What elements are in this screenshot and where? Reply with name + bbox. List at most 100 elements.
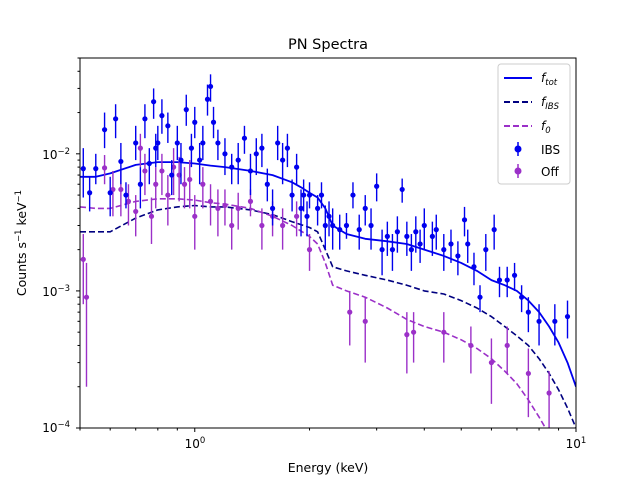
off-point xyxy=(133,208,139,215)
ibs-point xyxy=(477,294,483,300)
ibs-point xyxy=(93,166,99,172)
ibs-point xyxy=(200,140,206,146)
ibs-point xyxy=(483,247,489,253)
off-point xyxy=(259,222,265,229)
svg-text:Counts s−1 keV−1: Counts s−1 keV−1 xyxy=(14,190,29,296)
ibs-point xyxy=(174,140,180,146)
ibs-point xyxy=(301,192,307,198)
legend-entry-tot: ftot xyxy=(504,71,558,88)
off-point xyxy=(80,256,86,262)
y-axis-ticks xyxy=(76,57,80,429)
ibs-point xyxy=(404,233,410,239)
ibs-point xyxy=(210,119,217,125)
off-point xyxy=(83,294,90,300)
y-tick-label-1e-3: 10−3 xyxy=(42,284,70,299)
off-point xyxy=(488,359,495,366)
off-error-bars xyxy=(80,133,552,428)
ibs-point xyxy=(264,181,270,187)
ibs-point xyxy=(188,145,195,151)
ibs-point xyxy=(399,186,405,193)
ibs-point xyxy=(315,205,321,211)
ibs-point xyxy=(259,145,265,151)
ibs-point xyxy=(564,313,571,320)
ibs-point xyxy=(429,233,435,239)
ibs-point xyxy=(123,192,129,198)
ibs-point xyxy=(280,157,286,163)
y-tick-label-1e-2: 10−2 xyxy=(42,147,70,162)
ibs-point xyxy=(294,164,300,170)
ibs-point xyxy=(552,318,558,324)
off-point xyxy=(101,165,108,171)
ibs-point xyxy=(374,183,380,189)
ibs-point xyxy=(433,227,439,233)
off-point xyxy=(525,370,531,377)
x-axis-ticks xyxy=(79,428,577,432)
ibs-point xyxy=(322,222,328,229)
off-point xyxy=(504,342,510,349)
legend-frame xyxy=(497,63,571,185)
ibs-point xyxy=(183,107,189,113)
off-point xyxy=(181,181,188,187)
plot-area xyxy=(80,74,576,428)
svg-text:101: 101 xyxy=(566,436,587,451)
ibs-error-bars xyxy=(80,74,571,346)
ibs-point xyxy=(343,222,350,229)
ibs-point xyxy=(306,192,313,198)
ibs-point xyxy=(408,247,414,253)
ibs-point xyxy=(107,190,113,196)
ibs-point xyxy=(151,99,157,105)
ibs-point xyxy=(275,140,281,146)
ibs-point xyxy=(153,145,159,151)
legend-entry-f0: f0 xyxy=(504,119,551,136)
off-point xyxy=(280,222,286,229)
ibs-point xyxy=(337,227,343,233)
off-point xyxy=(137,145,143,151)
off-point xyxy=(118,186,124,193)
ibs-point xyxy=(289,192,295,198)
ibs-point xyxy=(169,172,175,178)
off-point xyxy=(247,198,254,204)
ibs-point xyxy=(133,140,139,146)
ibs-point xyxy=(113,116,119,122)
ibs-point xyxy=(384,233,390,239)
ibs-point xyxy=(192,119,198,125)
off-point xyxy=(229,222,235,229)
ibs-point xyxy=(142,116,148,122)
plot-frame xyxy=(79,57,577,429)
svg-text:IBS: IBS xyxy=(541,143,560,157)
off-point xyxy=(187,176,193,183)
ibs-point xyxy=(448,241,454,247)
svg-text:10−3: 10−3 xyxy=(42,284,70,299)
ibs-point xyxy=(368,222,374,229)
svg-text:10−2: 10−2 xyxy=(42,147,70,162)
ibs-point xyxy=(197,157,203,163)
off-point xyxy=(125,198,132,204)
off-point xyxy=(468,342,474,349)
ibs-point xyxy=(284,145,291,151)
ibs-point xyxy=(519,294,525,300)
ibs-point xyxy=(491,227,497,233)
off-point xyxy=(192,213,198,219)
legend: ftot fIBS f0 IBS Off xyxy=(497,63,571,185)
ibs-point xyxy=(146,160,152,167)
off-point xyxy=(215,205,221,211)
svg-text:fIBS: fIBS xyxy=(541,95,560,112)
y-axis-label: Counts s−1 keV−1 xyxy=(14,190,29,296)
ibs-point xyxy=(471,264,477,270)
off-point xyxy=(294,213,300,219)
ibs-point xyxy=(215,140,221,146)
x-axis-label: Energy (keV) xyxy=(288,460,369,475)
off-point xyxy=(347,309,353,315)
off-point xyxy=(411,329,417,335)
off-point xyxy=(153,181,159,187)
ibs-point xyxy=(222,151,228,157)
ibs-point xyxy=(496,277,503,283)
x-tick-label-10: 101 xyxy=(566,436,587,451)
ibs-point xyxy=(137,181,143,187)
model-line-f0 xyxy=(80,198,547,428)
ibs-point xyxy=(511,272,518,278)
off-point xyxy=(148,213,155,219)
off-point xyxy=(200,181,206,187)
off-point xyxy=(207,198,214,204)
